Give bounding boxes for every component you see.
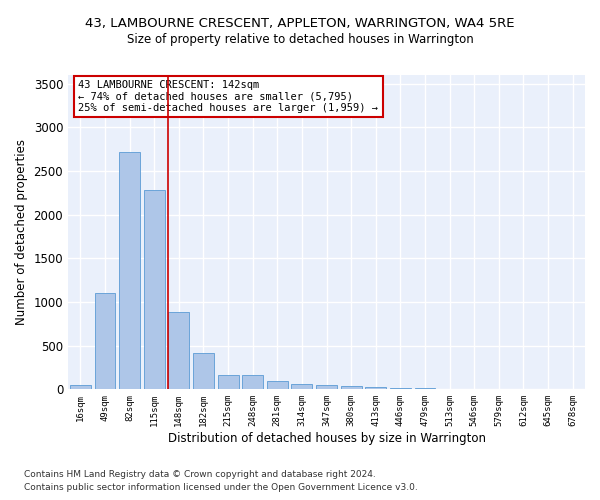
Bar xyxy=(365,387,386,390)
Text: Contains public sector information licensed under the Open Government Licence v3: Contains public sector information licen… xyxy=(24,484,418,492)
Bar xyxy=(193,353,214,390)
Text: 43, LAMBOURNE CRESCENT, APPLETON, WARRINGTON, WA4 5RE: 43, LAMBOURNE CRESCENT, APPLETON, WARRIN… xyxy=(85,18,515,30)
X-axis label: Distribution of detached houses by size in Warrington: Distribution of detached houses by size … xyxy=(167,432,485,445)
Bar xyxy=(144,190,164,390)
Bar xyxy=(218,375,239,390)
Bar xyxy=(95,294,115,390)
Text: Contains HM Land Registry data © Crown copyright and database right 2024.: Contains HM Land Registry data © Crown c… xyxy=(24,470,376,479)
Bar xyxy=(119,152,140,390)
Bar xyxy=(267,382,288,390)
Text: Size of property relative to detached houses in Warrington: Size of property relative to detached ho… xyxy=(127,32,473,46)
Bar xyxy=(242,376,263,390)
Bar xyxy=(316,385,337,390)
Text: 43 LAMBOURNE CRESCENT: 142sqm
← 74% of detached houses are smaller (5,795)
25% o: 43 LAMBOURNE CRESCENT: 142sqm ← 74% of d… xyxy=(79,80,379,113)
Y-axis label: Number of detached properties: Number of detached properties xyxy=(15,139,28,325)
Bar xyxy=(292,384,313,390)
Bar xyxy=(341,386,362,390)
Bar xyxy=(415,388,436,390)
Bar xyxy=(390,388,411,390)
Bar xyxy=(169,312,189,390)
Bar xyxy=(70,385,91,390)
